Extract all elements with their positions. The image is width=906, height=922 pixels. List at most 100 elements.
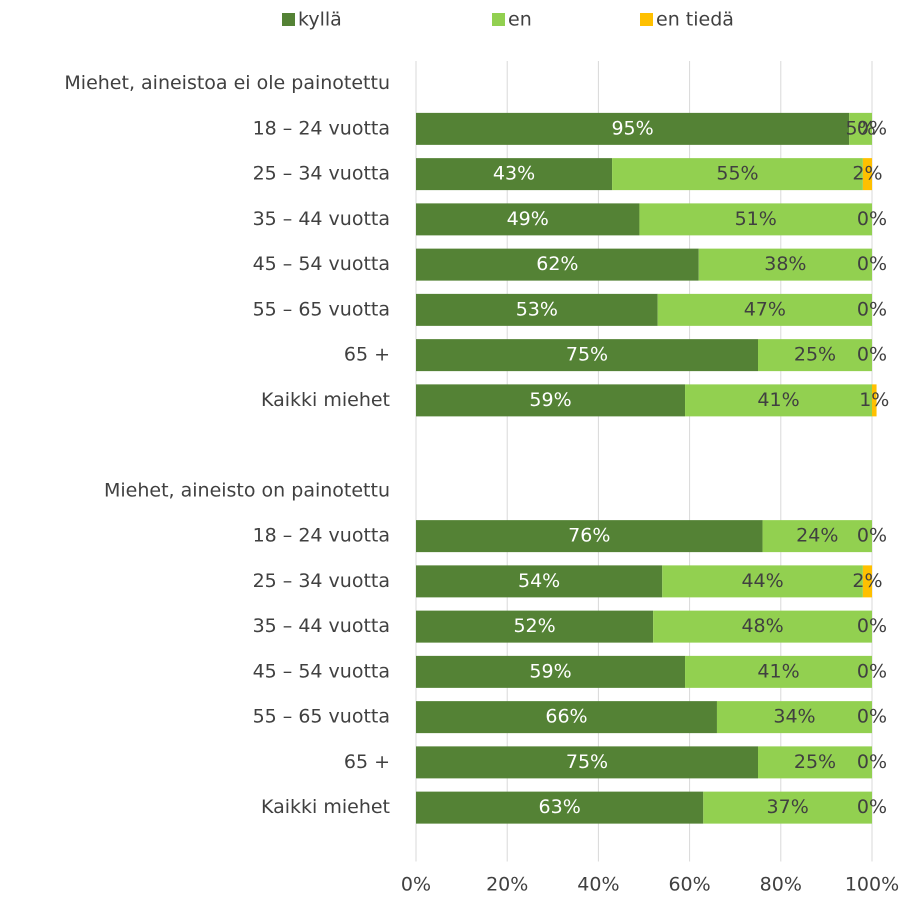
data-label: 59% <box>529 389 571 411</box>
bar-segment <box>416 293 658 326</box>
bar-segment <box>703 791 872 824</box>
bar-segment <box>416 384 686 417</box>
data-label: 53% <box>516 298 558 320</box>
bar-segment <box>416 791 704 824</box>
data-label: 43% <box>493 163 535 185</box>
data-label: 66% <box>545 706 587 728</box>
bar-segment <box>862 565 872 598</box>
bar-segment <box>657 293 872 326</box>
data-label: 54% <box>518 570 560 592</box>
data-label: 2% <box>852 163 882 185</box>
data-label: 0% <box>857 751 887 773</box>
data-label: 48% <box>741 615 783 637</box>
bar-segment <box>416 158 613 191</box>
bar-segment <box>862 158 872 191</box>
data-label: 49% <box>507 208 549 230</box>
legend-swatch <box>492 13 505 26</box>
y-tick-label: 35 – 44 vuotta <box>253 208 390 230</box>
y-tick-label: 55 – 65 vuotta <box>253 706 390 728</box>
data-label: 52% <box>513 615 555 637</box>
data-label: 25% <box>794 751 836 773</box>
data-label: 34% <box>773 706 815 728</box>
bar-segment <box>849 112 872 145</box>
bar-segment <box>758 339 872 372</box>
data-label: 0% <box>857 117 887 139</box>
bar-segment <box>416 655 686 688</box>
legend-label: en tiedä <box>656 9 734 31</box>
data-label: 76% <box>568 525 610 547</box>
y-tick-label: Miehet, aineistoa ei ole painotettu <box>64 72 390 94</box>
data-label: 0% <box>857 344 887 366</box>
data-label: 0% <box>857 298 887 320</box>
legend-label: kyllä <box>298 9 342 31</box>
bar-segment <box>762 520 872 553</box>
y-tick-label: 35 – 44 vuotta <box>253 615 390 637</box>
data-label: 0% <box>857 615 887 637</box>
data-label: 41% <box>757 389 799 411</box>
data-label: 75% <box>566 344 608 366</box>
data-label: 38% <box>764 253 806 275</box>
x-tick-label: 60% <box>668 874 710 896</box>
data-label: 0% <box>857 706 887 728</box>
x-tick-label: 40% <box>577 874 619 896</box>
bar-segment <box>662 565 863 598</box>
bar-segment <box>685 655 872 688</box>
y-tick-label: Kaikki miehet <box>261 389 390 411</box>
bar-segment <box>612 158 863 191</box>
bar-segment <box>716 701 872 734</box>
bar-segment <box>416 339 758 372</box>
data-label: 25% <box>794 344 836 366</box>
data-label: 2% <box>852 570 882 592</box>
bar-segment <box>416 520 763 553</box>
bar-segment <box>416 112 850 145</box>
data-label: 0% <box>857 208 887 230</box>
data-label: 51% <box>735 208 777 230</box>
data-label: 47% <box>744 298 786 320</box>
bar-segment <box>416 746 758 779</box>
bar-segment <box>416 610 654 643</box>
y-tick-label: 65 + <box>344 344 390 366</box>
bar-segment <box>416 701 717 734</box>
bar-segment <box>698 248 872 281</box>
data-label: 0% <box>857 525 887 547</box>
data-label: 44% <box>741 570 783 592</box>
bar-segment <box>685 384 872 417</box>
y-tick-label: 25 – 34 vuotta <box>253 570 390 592</box>
data-label: 0% <box>857 660 887 682</box>
x-tick-label: 100% <box>845 874 899 896</box>
bar-segment <box>416 248 699 281</box>
data-label: 24% <box>796 525 838 547</box>
bar-segment <box>758 746 872 779</box>
y-tick-label: 65 + <box>344 751 390 773</box>
bar-segment <box>653 610 872 643</box>
y-tick-label: 25 – 34 vuotta <box>253 163 390 185</box>
data-label: 5% <box>846 117 876 139</box>
legend-swatch <box>640 13 653 26</box>
bar-segment <box>416 565 663 598</box>
y-tick-label: 45 – 54 vuotta <box>253 660 390 682</box>
data-label: 41% <box>757 660 799 682</box>
y-tick-label: 18 – 24 vuotta <box>253 525 390 547</box>
y-tick-label: 18 – 24 vuotta <box>253 117 390 139</box>
y-tick-label: 45 – 54 vuotta <box>253 253 390 275</box>
data-label: 63% <box>539 796 581 818</box>
data-label: 75% <box>566 751 608 773</box>
y-tick-label: 55 – 65 vuotta <box>253 298 390 320</box>
data-label: 62% <box>536 253 578 275</box>
data-label: 37% <box>767 796 809 818</box>
data-label: 55% <box>716 163 758 185</box>
y-tick-label: Miehet, aineisto on painotettu <box>104 479 390 501</box>
bar-segment <box>639 203 872 236</box>
x-tick-label: 20% <box>486 874 528 896</box>
data-label: 59% <box>529 660 571 682</box>
x-tick-label: 80% <box>760 874 802 896</box>
data-label: 0% <box>857 253 887 275</box>
legend-swatch <box>282 13 295 26</box>
bar-segment <box>872 384 877 417</box>
data-label: 0% <box>857 796 887 818</box>
bar-segment <box>416 203 640 236</box>
y-tick-label: Kaikki miehet <box>261 796 390 818</box>
data-label: 95% <box>611 117 653 139</box>
